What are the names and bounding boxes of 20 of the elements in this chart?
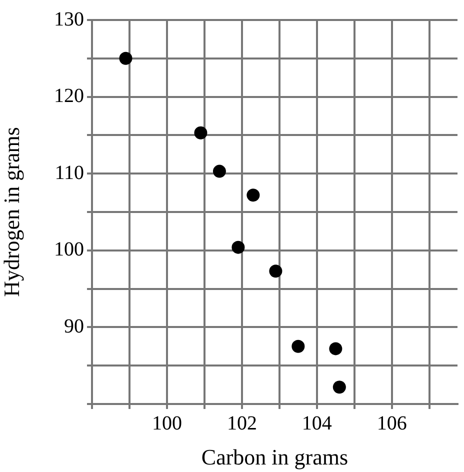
point (232, 240, 245, 254)
point (269, 264, 282, 278)
y-tick-label: 130 (54, 8, 84, 30)
x-tick-label: 102 (226, 412, 257, 434)
point (329, 342, 342, 356)
y-tick-label: 110 (54, 162, 84, 184)
point (246, 188, 260, 202)
y-tick-label: 90 (64, 315, 84, 338)
y-axis-title: Hydrogen in grams (0, 127, 24, 297)
point (292, 340, 305, 353)
y-tick-label: 120 (54, 85, 84, 108)
point (332, 380, 346, 394)
point (119, 52, 132, 65)
point (212, 164, 226, 178)
x-axis-title: Carbon in grams (201, 444, 348, 470)
point (194, 126, 208, 140)
y-tick-label: 100 (54, 238, 84, 261)
x-tick-label: 100 (152, 412, 182, 434)
x-tick-label: 104 (302, 412, 332, 434)
x-tick-label: 106 (376, 412, 407, 434)
